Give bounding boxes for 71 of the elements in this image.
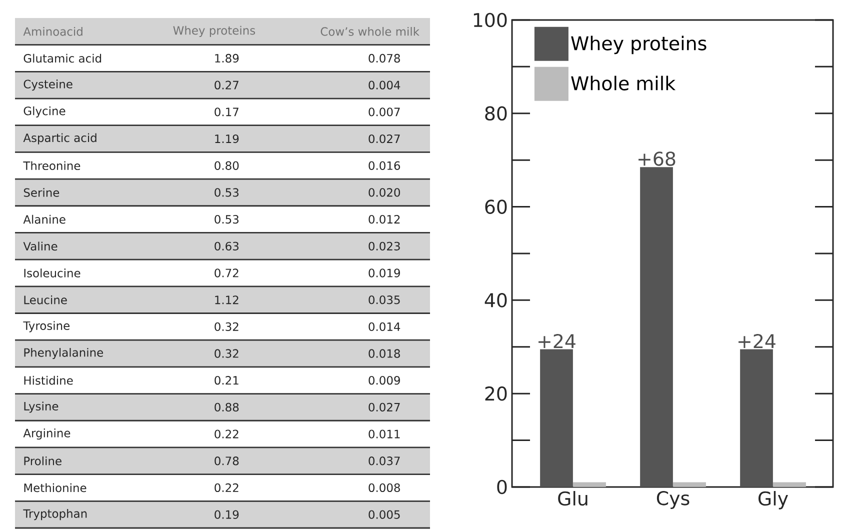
- category-label: Tryptophan: [23, 509, 87, 520]
- data-label: 1.19: [215, 134, 239, 144]
- annotation: +68: [638, 152, 676, 166]
- data-label: 0.018: [368, 349, 400, 358]
- data-label: 0.016: [368, 161, 400, 170]
- category-label: Aspartic acid: [23, 133, 96, 144]
- text: Cow’s whole milk: [320, 26, 420, 36]
- data-label: 0.027: [368, 134, 400, 144]
- category-label: Threonine: [23, 161, 80, 170]
- data-label: 0.078: [368, 54, 400, 63]
- category-label: Glycine: [24, 106, 66, 118]
- data-label: 0.012: [368, 214, 400, 224]
- legend-label: Whey proteins: [571, 36, 706, 54]
- data-label: 0.22: [214, 483, 238, 492]
- data-label: 0.009: [368, 376, 400, 385]
- legend-label: Whole milk: [571, 76, 676, 90]
- data-label: 0.027: [368, 402, 400, 412]
- x-tick-label: Cys: [656, 491, 690, 509]
- y-tick-label: 100: [474, 12, 507, 28]
- data-label: 0.005: [368, 510, 400, 519]
- data-label: 0.023: [368, 242, 400, 250]
- category-label: Methionine: [24, 483, 86, 492]
- data-label: 0.78: [214, 456, 239, 466]
- category-label: Alanine: [23, 214, 66, 224]
- category-label: Glutamic acid: [24, 54, 102, 63]
- data-label: 0.011: [368, 430, 400, 438]
- y-tick-label: 80: [485, 106, 507, 121]
- annotation: +24: [538, 334, 576, 348]
- data-label: 0.008: [368, 483, 400, 492]
- data-label: 0.32: [214, 349, 238, 358]
- data-label: 0.22: [214, 430, 238, 438]
- x-tick-label: Glu: [558, 491, 588, 506]
- data-label: 0.53: [214, 214, 238, 224]
- data-label: 0.17: [214, 108, 238, 116]
- data-label: 0.019: [368, 268, 400, 278]
- data-label: 0.63: [214, 242, 238, 250]
- category-label: Cysteine: [24, 80, 72, 91]
- category-label: Arginine: [23, 428, 70, 440]
- text: Aminoacid: [23, 26, 82, 36]
- data-label: 0.19: [214, 510, 239, 519]
- data-label: 0.035: [368, 296, 400, 304]
- data-label: 0.21: [214, 376, 238, 385]
- text: Whey proteins: [173, 26, 256, 37]
- data-label: 0.72: [214, 268, 238, 278]
- data-label: 0.32: [214, 322, 238, 331]
- data-label: 0.014: [368, 322, 400, 331]
- x-tick-label: Gly: [758, 491, 788, 510]
- data-label: 0.004: [368, 80, 400, 90]
- category-label: Isoleucine: [24, 268, 80, 278]
- y-tick-label: 0: [497, 480, 507, 494]
- category-label: Proline: [24, 456, 62, 466]
- data-label: 0.80: [214, 161, 239, 170]
- category-label: Histidine: [24, 376, 73, 385]
- category-label: Leucine: [24, 295, 67, 304]
- data-label: 0.007: [368, 108, 400, 116]
- data-label: 0.037: [368, 456, 400, 466]
- category-label: Valine: [23, 242, 58, 251]
- category-label: Serine: [24, 188, 60, 197]
- data-label: 0.020: [368, 188, 400, 197]
- data-label: 1.12: [215, 296, 238, 304]
- category-label: Phenylalanine: [24, 348, 104, 360]
- y-tick-label: 60: [485, 200, 507, 214]
- y-tick-label: 20: [485, 386, 507, 401]
- data-label: 0.88: [214, 402, 239, 412]
- category-label: Tyrosine: [23, 321, 70, 332]
- data-label: 1.89: [215, 54, 239, 63]
- data-label: 0.27: [214, 80, 238, 90]
- y-tick-label: 40: [484, 293, 507, 308]
- data-label: 0.53: [214, 188, 238, 197]
- category-label: Lysine: [24, 402, 58, 413]
- annotation: +24: [738, 334, 776, 348]
